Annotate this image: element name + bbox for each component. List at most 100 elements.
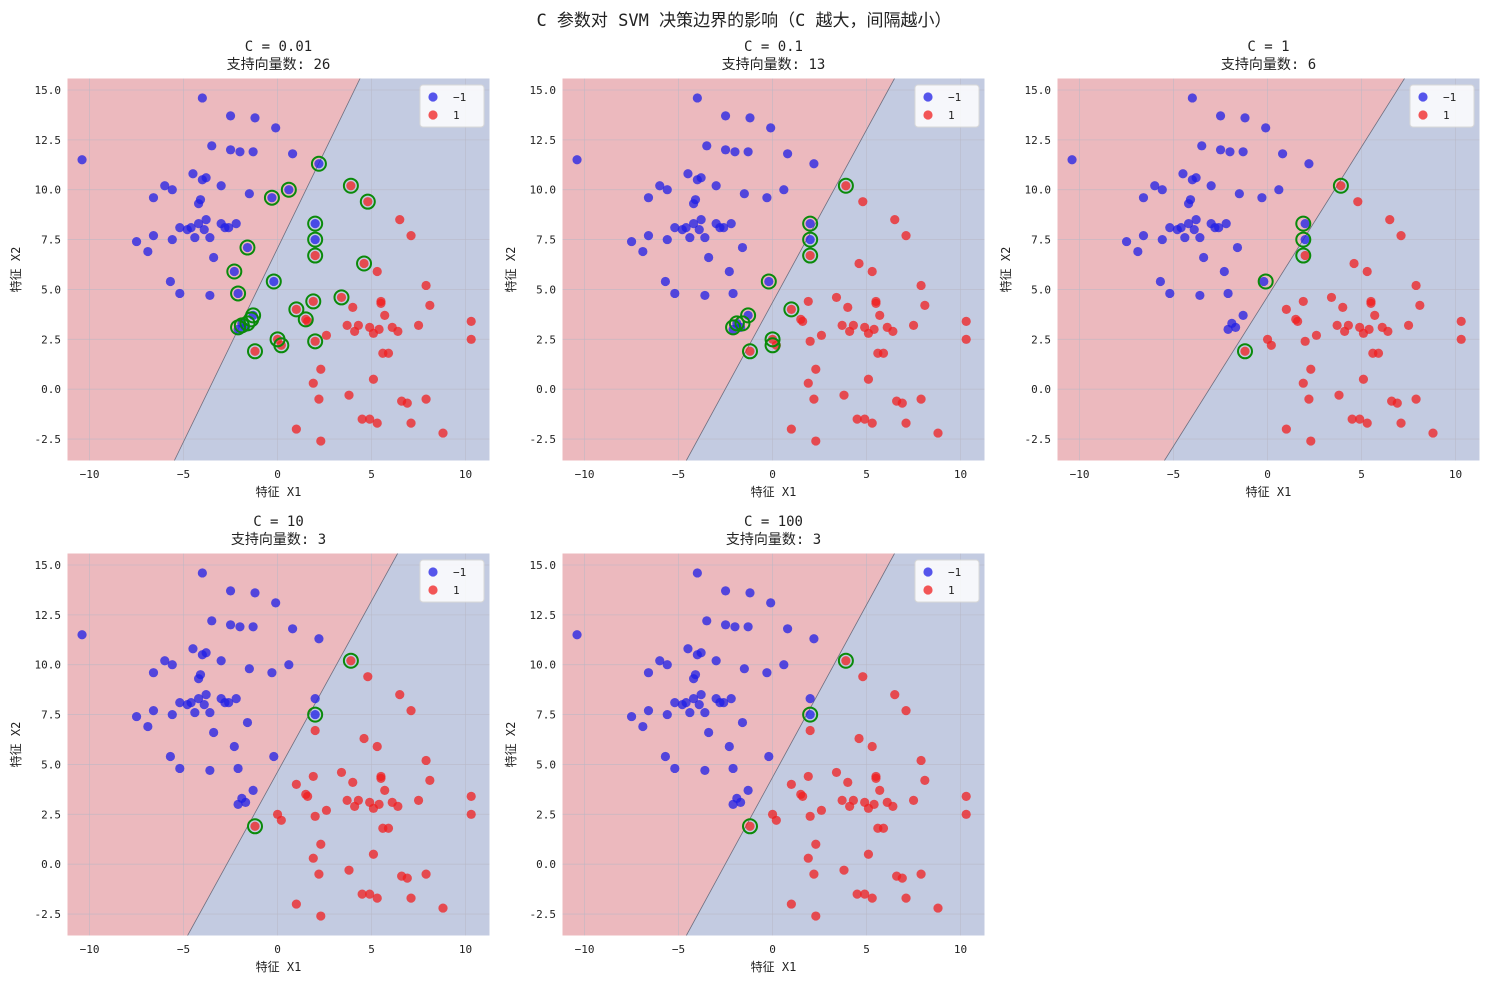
point-class-neg <box>1210 223 1220 233</box>
point-class-neg <box>572 155 582 165</box>
y-axis-label: 特征 X2 <box>998 247 1013 293</box>
point-class-pos <box>920 775 930 786</box>
point-class-pos <box>1293 316 1303 326</box>
y-tick-label: 2.5 <box>41 333 61 346</box>
point-class-neg <box>809 159 819 169</box>
axes-frame <box>1056 77 1481 462</box>
y-tick-label: 2.5 <box>536 333 556 346</box>
point-class-pos <box>365 889 375 899</box>
point-class-neg <box>267 193 277 203</box>
point-class-pos <box>786 304 796 314</box>
support-vector-ring <box>1295 215 1312 232</box>
x-tick-label: −10 <box>575 943 595 956</box>
point-class-pos <box>897 398 907 408</box>
point-class-pos <box>852 889 862 899</box>
support-vector-ring <box>802 215 819 232</box>
point-class-pos <box>863 849 874 859</box>
point-class-neg <box>284 660 294 670</box>
y-tick-label: 7.5 <box>41 709 61 722</box>
x-tick-label: −5 <box>672 468 685 481</box>
point-class-neg <box>737 242 748 253</box>
point-class-neg <box>670 763 680 774</box>
support-vector-ring <box>263 189 280 206</box>
point-class-neg <box>244 189 254 199</box>
point-class-pos <box>291 304 301 314</box>
point-class-pos <box>1336 181 1346 191</box>
support-vector-ring <box>307 215 324 232</box>
support-vector-ring <box>342 652 359 669</box>
point-class-neg <box>689 674 699 684</box>
x-tick-label: 10 <box>459 943 472 956</box>
support-vector-ring <box>247 343 263 360</box>
point-class-neg <box>694 225 704 235</box>
y-tick-label: 10.0 <box>35 184 62 197</box>
point-class-pos <box>372 418 382 428</box>
point-class-pos <box>321 805 332 815</box>
support-vector-ring <box>837 177 854 194</box>
point-class-pos <box>272 809 283 819</box>
legend-label-neg: −1 <box>453 91 466 104</box>
point-class-neg <box>207 141 217 151</box>
point-class-neg <box>235 147 245 157</box>
legend-marker-pos <box>923 585 933 595</box>
point-class-neg <box>660 751 671 762</box>
y-tick-label: 15.0 <box>35 84 62 97</box>
point-class-pos <box>413 320 424 330</box>
support-vector-ring <box>1295 247 1312 264</box>
axes-frame <box>66 552 491 937</box>
y-tick-label: 0.0 <box>1031 383 1051 396</box>
subplot-2: −10 −5 0 5 10 -2.5 0.0 2.5 5.0 7.5 10.0 12.5 15.0 特征 … <box>503 39 986 499</box>
support-vector-ring <box>802 247 819 264</box>
panel-title: C = 100 <box>744 514 803 530</box>
point-class-neg <box>643 193 654 203</box>
point-class-pos <box>933 903 943 913</box>
support-vector-ring <box>226 263 243 280</box>
point-class-pos <box>888 801 898 811</box>
point-class-pos <box>310 811 320 821</box>
point-class-neg <box>225 586 236 596</box>
legend-label-neg: −1 <box>948 566 961 579</box>
support-vector-ring <box>280 181 297 198</box>
point-class-pos <box>809 394 819 404</box>
point-class-pos <box>908 795 919 805</box>
point-class-neg <box>670 288 680 299</box>
point-class-pos <box>406 230 416 241</box>
panel-title: C = 0.1 <box>744 39 803 55</box>
point-class-neg <box>197 568 207 578</box>
point-class-pos <box>1300 250 1310 261</box>
point-class-pos <box>867 893 877 903</box>
point-class-pos <box>1355 414 1365 424</box>
point-class-neg <box>670 698 680 708</box>
point-class-pos <box>1383 326 1393 336</box>
point-class-neg <box>726 694 736 704</box>
point-class-neg <box>779 660 789 670</box>
point-class-pos <box>368 849 379 859</box>
point-class-pos <box>1334 390 1344 400</box>
y-tick-label: 2.5 <box>1031 333 1051 346</box>
x-axis-label: 特征 X1 <box>1246 484 1292 499</box>
point-class-pos <box>1392 398 1402 408</box>
point-class-pos <box>848 320 859 330</box>
point-class-neg <box>197 93 207 103</box>
point-class-neg <box>696 648 706 658</box>
support-vector-ring <box>742 343 758 360</box>
legend-box <box>914 559 980 603</box>
point-class-pos <box>372 893 382 903</box>
point-class-neg <box>655 656 665 666</box>
y-tick-label: 0.0 <box>536 858 556 871</box>
point-class-neg <box>696 173 706 183</box>
plot-area <box>562 78 985 461</box>
panel-subtitle: 支持向量数: 26 <box>227 57 331 73</box>
point-class-pos <box>308 378 318 388</box>
point-class-pos <box>344 390 354 400</box>
point-class-neg <box>728 763 738 774</box>
point-class-pos <box>1403 320 1414 330</box>
y-tick-label: 10.0 <box>530 184 557 197</box>
point-class-pos <box>961 334 971 344</box>
x-tick-label: 0 <box>274 468 281 481</box>
point-class-neg <box>310 709 320 720</box>
y-tick-label: -2.5 <box>530 908 557 921</box>
point-class-neg <box>762 193 772 203</box>
point-class-neg <box>783 624 793 634</box>
